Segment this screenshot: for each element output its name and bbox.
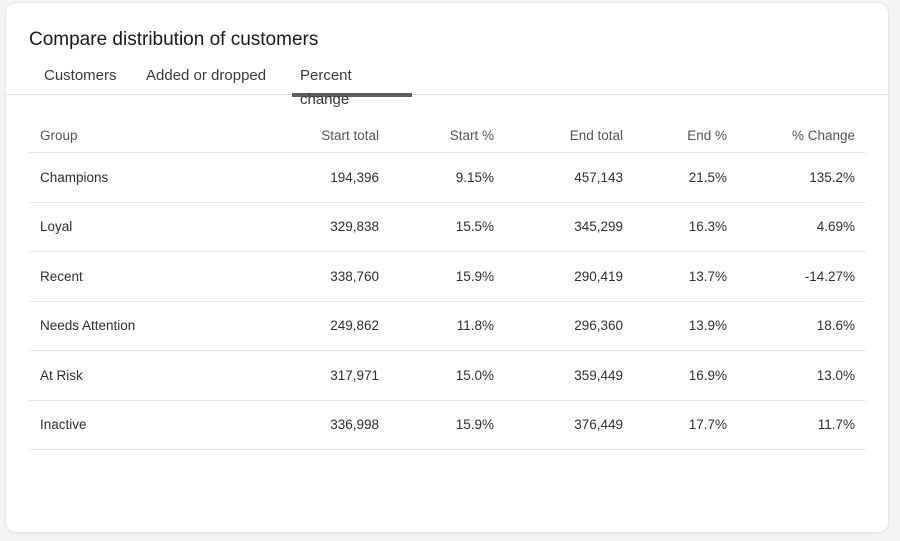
table-row: Recent 338,760 15.9% 290,419 13.7% -14.27% xyxy=(29,251,866,302)
header-end-percent: End % xyxy=(623,119,727,153)
distribution-card: Compare distribution of customers Custom… xyxy=(6,3,888,532)
cell-start-total: 329,838 xyxy=(220,202,379,252)
cell-start-percent: 15.0% xyxy=(379,350,494,401)
cell-group: Loyal xyxy=(29,202,220,252)
tab-customers[interactable]: Customers xyxy=(44,67,117,84)
cell-percent-change: -14.27% xyxy=(727,251,866,302)
table-row: Needs Attention 249,862 11.8% 296,360 13.9% 1… xyxy=(29,301,866,351)
header-percent-change: % Change xyxy=(727,119,866,153)
cell-group: Champions xyxy=(29,152,220,203)
cell-end-total: 376,449 xyxy=(494,400,623,450)
cell-start-percent: 15.9% xyxy=(379,251,494,302)
cell-start-percent: 15.9% xyxy=(379,400,494,450)
table-row: Loyal 329,838 15.5% 345,299 16.3% 4.69% xyxy=(29,202,866,252)
tab-added-or-dropped[interactable]: Added or dropped xyxy=(146,67,267,84)
cell-end-percent: 17.7% xyxy=(623,400,727,450)
table-row: Inactive 336,998 15.9% 376,449 17.7% 11.7% xyxy=(29,400,866,450)
table-row: Champions 194,396 9.15% 457,143 21.5% 135.2% xyxy=(29,152,866,203)
cell-start-total: 338,760 xyxy=(220,251,379,302)
table-row: At Risk 317,971 15.0% 359,449 16.9% 13.0% xyxy=(29,350,866,401)
header-start-total: Start total xyxy=(220,119,379,153)
cell-end-total: 296,360 xyxy=(494,301,623,351)
card-title: Compare distribution of customers xyxy=(29,29,319,50)
table-header-row: Group Start total Start % End total End … xyxy=(29,119,866,153)
cell-start-total: 194,396 xyxy=(220,152,379,203)
cell-end-total: 359,449 xyxy=(494,350,623,401)
header-end-total: End total xyxy=(494,119,623,153)
cell-end-total: 345,299 xyxy=(494,202,623,252)
cell-end-total: 457,143 xyxy=(494,152,623,203)
cell-start-total: 317,971 xyxy=(220,350,379,401)
distribution-table: Group Start total Start % End total End … xyxy=(29,119,866,450)
cell-percent-change: 135.2% xyxy=(727,152,866,203)
cell-group: At Risk xyxy=(29,350,220,401)
cell-end-total: 290,419 xyxy=(494,251,623,302)
tab-percent-change[interactable]: Percent change xyxy=(292,64,412,108)
cell-start-percent: 9.15% xyxy=(379,152,494,203)
cell-percent-change: 4.69% xyxy=(727,202,866,252)
tab-bar: Customers Added or dropped Percent chang… xyxy=(6,61,888,108)
header-start-percent: Start % xyxy=(379,119,494,153)
header-group: Group xyxy=(29,119,220,153)
cell-start-total: 336,998 xyxy=(220,400,379,450)
cell-percent-change: 13.0% xyxy=(727,350,866,401)
cell-start-percent: 11.8% xyxy=(379,301,494,351)
cell-start-percent: 15.5% xyxy=(379,202,494,252)
cell-end-percent: 21.5% xyxy=(623,152,727,203)
cell-start-total: 249,862 xyxy=(220,301,379,351)
cell-group: Needs Attention xyxy=(29,301,220,351)
cell-group: Recent xyxy=(29,251,220,302)
cell-end-percent: 16.3% xyxy=(623,202,727,252)
cell-end-percent: 13.9% xyxy=(623,301,727,351)
cell-percent-change: 11.7% xyxy=(727,400,866,450)
cell-percent-change: 18.6% xyxy=(727,301,866,351)
cell-end-percent: 13.7% xyxy=(623,251,727,302)
cell-group: Inactive xyxy=(29,400,220,450)
cell-end-percent: 16.9% xyxy=(623,350,727,401)
